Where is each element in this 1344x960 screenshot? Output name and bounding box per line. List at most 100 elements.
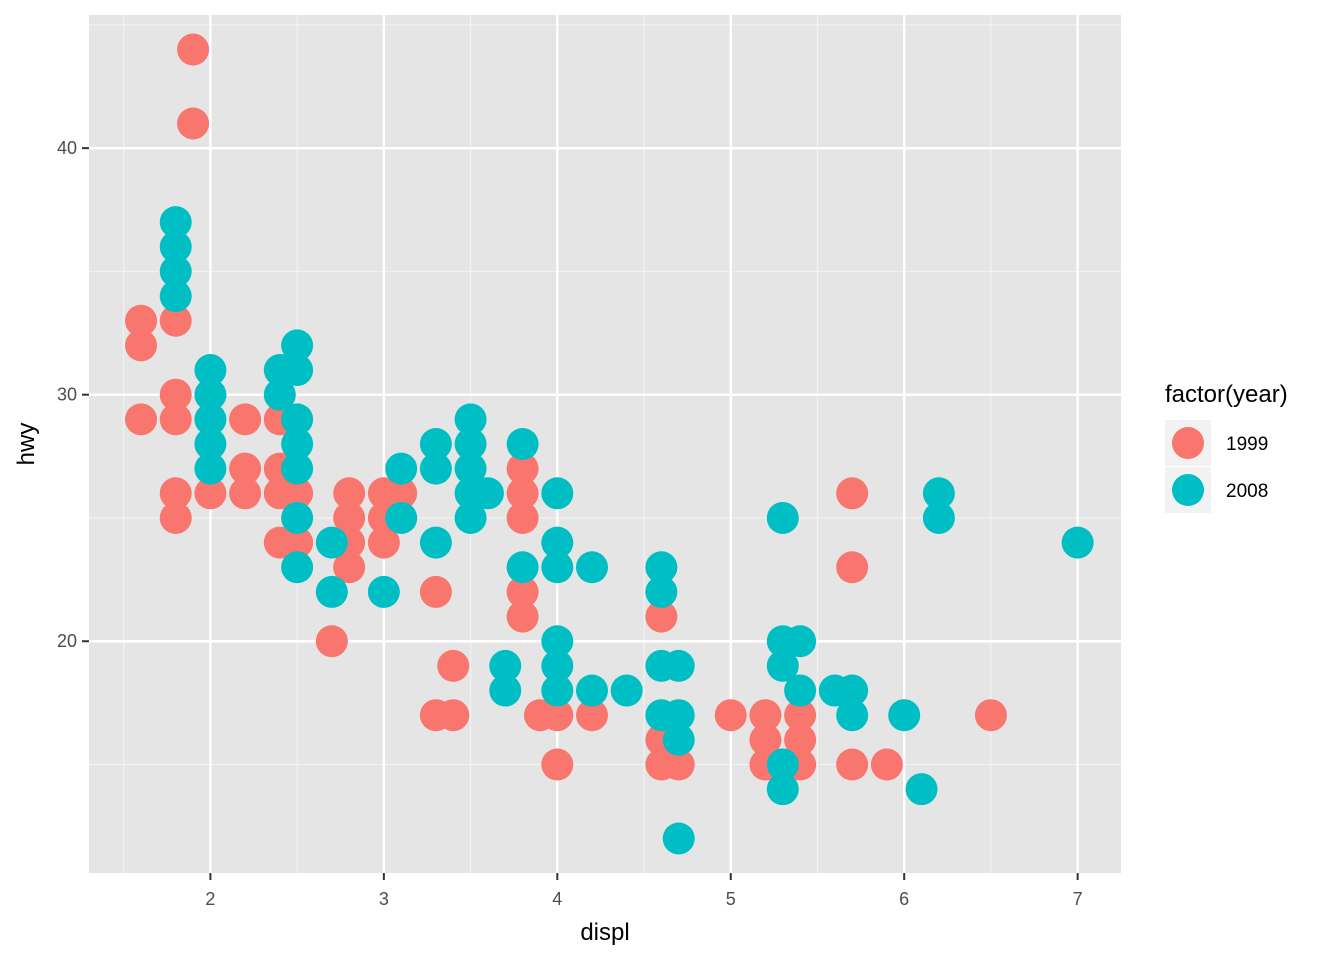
data-point-1999	[333, 477, 366, 510]
y-axis: 20 30 40	[57, 138, 89, 651]
data-point-1999	[749, 699, 782, 732]
data-point-2008	[454, 501, 487, 534]
data-point-2008	[159, 280, 192, 313]
data-point-1999	[281, 477, 314, 510]
data-point-1999	[506, 575, 539, 608]
data-point-2008	[159, 206, 192, 239]
data-point-1999	[974, 699, 1007, 732]
legend-label-1999: 1999	[1226, 434, 1268, 455]
legend-label-2008: 2008	[1226, 481, 1268, 502]
data-point-2008	[194, 452, 227, 485]
data-point-2008	[419, 452, 452, 485]
data-point-1999	[367, 526, 400, 559]
data-point-2008	[263, 378, 296, 411]
data-point-1999	[662, 748, 695, 781]
legend: factor(year) 1999 2008	[1165, 381, 1288, 513]
data-point-2008	[489, 649, 522, 682]
data-point-1999	[125, 304, 158, 337]
x-axis-title: displ	[580, 919, 629, 946]
data-point-2008	[194, 378, 227, 411]
data-point-2008	[281, 428, 314, 460]
data-point-2008	[454, 428, 487, 460]
data-point-1999	[159, 501, 192, 534]
data-point-2008	[905, 773, 938, 806]
data-point-2008	[367, 575, 400, 608]
data-point-2008	[315, 575, 348, 608]
data-point-1999	[333, 501, 366, 534]
data-point-1999	[194, 477, 227, 510]
data-point-1999	[437, 649, 470, 682]
y-axis-title: hwy	[13, 423, 40, 466]
data-point-1999	[229, 452, 262, 485]
data-point-2008	[766, 748, 799, 781]
x-tick-label: 2	[205, 889, 215, 909]
data-point-2008	[662, 649, 695, 682]
data-point-2008	[281, 452, 314, 485]
data-point-1999	[419, 575, 452, 608]
data-point-2008	[159, 230, 192, 263]
data-point-2008	[888, 699, 921, 732]
data-point-1999	[506, 600, 539, 633]
data-point-2008	[1061, 526, 1094, 559]
plot-panel	[89, 15, 1121, 873]
data-point-1999	[333, 551, 366, 584]
x-tick-label: 6	[899, 889, 909, 909]
data-point-2008	[281, 501, 314, 534]
x-tick-label: 5	[726, 889, 736, 909]
data-point-2008	[836, 699, 869, 732]
data-point-1999	[836, 551, 869, 584]
data-point-2008	[385, 452, 418, 485]
data-point-1999	[784, 699, 817, 732]
data-point-1999	[437, 699, 470, 732]
y-tick-label: 40	[57, 138, 77, 158]
data-point-1999	[177, 33, 210, 66]
x-tick-label: 3	[379, 889, 389, 909]
data-point-1999	[125, 403, 158, 436]
data-point-2008	[281, 329, 314, 362]
data-point-2008	[489, 674, 522, 707]
data-point-2008	[315, 526, 348, 559]
data-point-2008	[541, 551, 574, 584]
data-point-1999	[784, 723, 817, 756]
x-axis: 2 3 4 5 6 7	[205, 873, 1083, 909]
data-point-2008	[784, 674, 817, 707]
data-point-2008	[645, 551, 678, 584]
data-point-2008	[541, 625, 574, 658]
data-point-2008	[575, 674, 608, 707]
data-point-1999	[229, 477, 262, 510]
data-point-2008	[541, 674, 574, 707]
data-point-1999	[836, 477, 869, 510]
data-point-1999	[125, 329, 158, 362]
data-point-2008	[836, 674, 869, 707]
data-point-2008	[194, 428, 227, 460]
data-point-2008	[194, 354, 227, 387]
data-point-2008	[419, 428, 452, 460]
data-point-2008	[766, 773, 799, 806]
data-point-2008	[645, 575, 678, 608]
data-point-1999	[315, 625, 348, 658]
data-point-2008	[922, 477, 955, 510]
data-point-2008	[281, 551, 314, 584]
data-point-1999	[506, 501, 539, 534]
data-point-1999	[506, 477, 539, 510]
data-point-2008	[471, 477, 504, 510]
data-point-2008	[575, 551, 608, 584]
data-point-1999	[177, 107, 210, 140]
legend-key-2008	[1172, 474, 1204, 506]
data-point-2008	[922, 501, 955, 534]
data-point-2008	[541, 477, 574, 510]
data-point-1999	[159, 477, 192, 510]
data-point-1999	[281, 526, 314, 559]
data-point-1999	[575, 699, 608, 732]
y-tick-label: 20	[57, 631, 77, 651]
data-point-2008	[506, 428, 539, 460]
data-point-1999	[385, 477, 418, 510]
data-point-2008	[541, 649, 574, 682]
data-point-1999	[836, 748, 869, 781]
data-point-2008	[506, 551, 539, 584]
data-point-1999	[229, 403, 262, 436]
x-tick-label: 4	[552, 889, 562, 909]
minor-gridlines	[89, 15, 1121, 873]
data-points	[125, 33, 1094, 855]
